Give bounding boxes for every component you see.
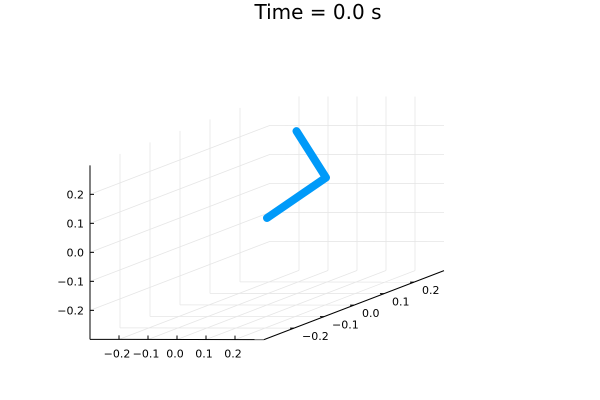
axes — [89, 165, 445, 341]
x-tick-label: 0.2 — [224, 348, 242, 361]
grid-line-z — [89, 124, 271, 195]
y-tick-label: −0.2 — [302, 330, 329, 343]
x-tick-label: 0.1 — [195, 348, 213, 361]
z-tick-label: 0.1 — [67, 217, 85, 230]
z-tick-label: 0.0 — [67, 246, 85, 259]
z-tick-label: −0.2 — [57, 304, 84, 317]
x-tick-label: −0.1 — [133, 347, 160, 360]
series — [263, 127, 330, 222]
grid-line-z — [89, 153, 271, 224]
tick-labels: −0.2 −0.1 0.0 0.1 0.2−0.2−0.10.00.10.2−0.2−0… — [57, 188, 439, 360]
y-tick-label: −0.1 — [332, 319, 359, 332]
y-tick-label: 0.1 — [392, 296, 410, 309]
y-tick-label: 0.2 — [422, 284, 440, 297]
grid-line-z — [89, 240, 271, 311]
series-line-1 — [263, 127, 330, 222]
grid-line-z — [89, 211, 271, 282]
y-tick-label: 0.0 — [362, 307, 380, 320]
z-tick-label: −0.1 — [57, 275, 84, 288]
grid-line-z — [89, 182, 271, 253]
x-tick-label: 0.0 — [166, 348, 184, 361]
x-tick-label: −0.2 — [104, 347, 131, 360]
z-tick-label: 0.2 — [67, 188, 85, 201]
grid-lines — [89, 96, 445, 340]
chart-title: Time = 0.0 s — [253, 0, 381, 24]
